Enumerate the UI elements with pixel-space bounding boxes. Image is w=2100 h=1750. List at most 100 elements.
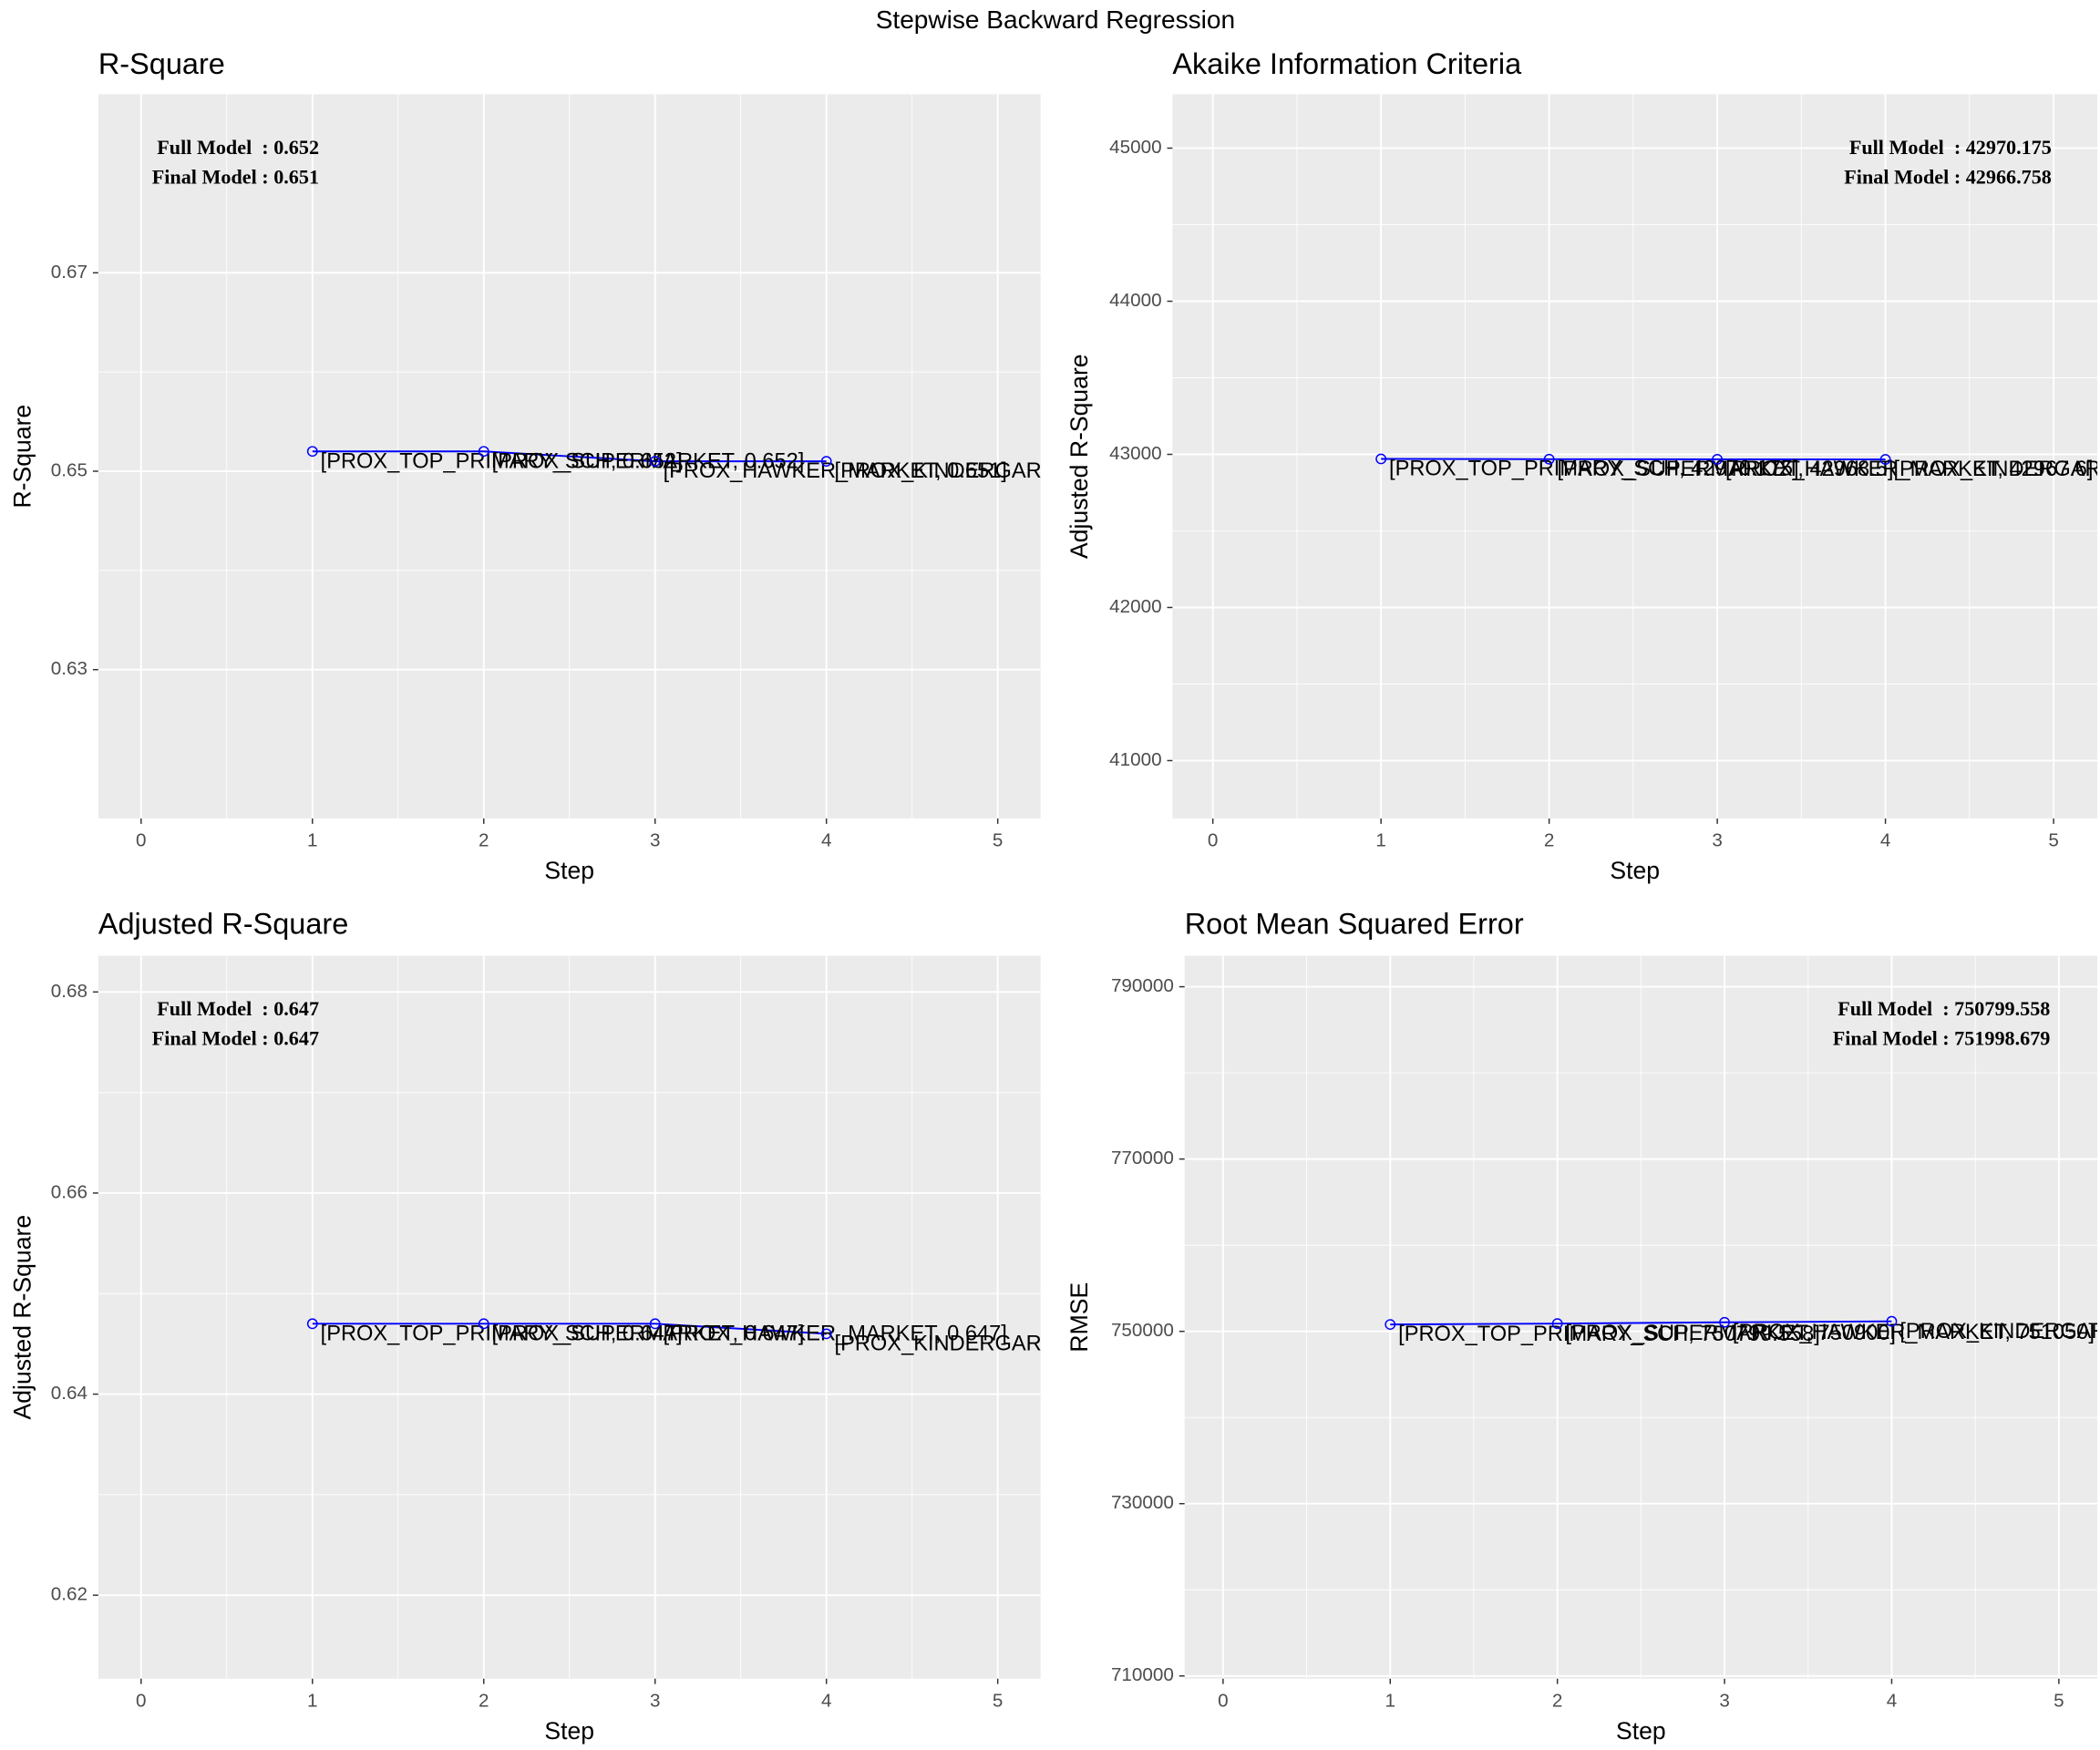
data-label: [PROX_KINDERGARTEN, 0.651] <box>835 459 1157 483</box>
x-axis-label: Step <box>1610 857 1660 884</box>
line <box>1390 1320 1892 1326</box>
annotation: Full Model : 42970.175 <box>1849 136 2052 159</box>
x-tick-label: 3 <box>1712 830 1723 851</box>
y-tick-label: 0.67 <box>51 262 88 283</box>
point <box>820 456 832 468</box>
x-axis-label: Step <box>544 1717 594 1745</box>
point <box>649 456 661 468</box>
y-tick-label: 0.66 <box>51 1181 88 1202</box>
point <box>1712 454 1724 465</box>
line <box>312 450 827 463</box>
line <box>1381 458 1886 461</box>
point <box>478 1318 489 1330</box>
point <box>1551 1318 1563 1330</box>
point <box>306 1318 318 1330</box>
x-tick-label: 1 <box>307 830 317 851</box>
x-tick-label: 2 <box>1544 830 1555 851</box>
y-axis-label: R-Square <box>9 405 36 509</box>
x-tick-label: 0 <box>136 1690 147 1711</box>
x-tick-label: 0 <box>1218 1690 1229 1711</box>
x-tick-label: 2 <box>1552 1690 1563 1711</box>
point <box>1543 453 1555 465</box>
data-label: [PROX_SUPERMARKET, 0.652] <box>492 449 805 473</box>
panel-title: Root Mean Squared Error <box>1185 908 1524 941</box>
x-tick-label: 1 <box>307 1690 317 1711</box>
panel-background <box>1172 94 2098 818</box>
panel-title: R-Square <box>98 47 225 80</box>
figure-title: Stepwise Backward Regression <box>876 5 1235 34</box>
x-tick-label: 4 <box>821 830 831 851</box>
y-tick-label: 0.68 <box>51 981 88 1002</box>
point <box>649 1318 661 1330</box>
annotation: Final Model : 0.647 <box>152 1027 319 1050</box>
line <box>312 1323 827 1335</box>
data-label: [PROX_SUPERMARKET, 750900] <box>1566 1322 1896 1345</box>
annotation: Final Model : 0.651 <box>152 166 319 189</box>
y-tick-label: 0.64 <box>51 1383 88 1404</box>
data-label: [PROX_TOP_PRIMARY_SCH, 750799.558] <box>1398 1323 1820 1346</box>
x-tick-label: 3 <box>650 1690 661 1711</box>
y-tick-label: 41000 <box>1109 749 1161 770</box>
y-axis-label: RMSE <box>1065 1282 1093 1353</box>
y-tick-label: 44000 <box>1109 290 1161 311</box>
x-tick-label: 0 <box>1208 830 1218 851</box>
annotation: Final Model : 751998.679 <box>1833 1027 2051 1050</box>
x-tick-label: 3 <box>1719 1690 1730 1711</box>
y-tick-label: 790000 <box>1111 975 1174 996</box>
y-tick-label: 0.63 <box>51 658 88 679</box>
point <box>1375 453 1387 465</box>
data-label: [PROX_KINDERGARTEN, 751161] <box>1899 1320 2100 1343</box>
point <box>478 446 489 458</box>
x-tick-label: 4 <box>1887 1690 1898 1711</box>
annotation: Full Model : 0.652 <box>157 136 319 159</box>
x-tick-label: 0 <box>136 830 147 851</box>
x-tick-label: 1 <box>1385 1690 1396 1711</box>
annotation: Final Model : 42966.758 <box>1844 166 2052 189</box>
y-tick-label: 710000 <box>1111 1664 1174 1685</box>
data-label: [PROX_HAWKER_MARKET, 0.651] <box>664 459 1007 483</box>
x-tick-label: 4 <box>821 1690 831 1711</box>
y-tick-label: 0.65 <box>51 459 88 480</box>
y-tick-label: 750000 <box>1111 1320 1174 1341</box>
y-tick-label: 730000 <box>1111 1492 1174 1513</box>
y-tick-label: 43000 <box>1109 443 1161 464</box>
y-tick-label: 42000 <box>1109 596 1161 617</box>
x-tick-label: 5 <box>993 1690 1004 1711</box>
data-label: [PROX_TOP_PRIMARY_SCH, 0.647] <box>321 1322 683 1345</box>
data-label: [PROX_HAWKER_MARKET, 0.647] <box>664 1322 1007 1345</box>
data-label: [PROX_KINDERGARTEN, 0.646] <box>835 1332 1157 1355</box>
y-tick-label: 45000 <box>1109 137 1161 158</box>
point <box>1385 1319 1396 1331</box>
x-axis-label: Step <box>1616 1717 1666 1745</box>
point <box>1879 454 1891 465</box>
x-tick-label: 4 <box>1880 830 1891 851</box>
annotation: Full Model : 750799.558 <box>1838 997 2050 1020</box>
panel-title: Akaike Information Criteria <box>1172 47 1522 80</box>
plot-area: [PROX_TOP_PRIMARY_SCH, 750799.558][PROX_… <box>1385 1315 2100 1346</box>
x-tick-label: 5 <box>2048 830 2059 851</box>
point <box>820 1328 832 1340</box>
x-axis-label: Step <box>544 857 594 884</box>
x-tick-label: 2 <box>479 830 489 851</box>
x-tick-label: 2 <box>479 1690 489 1711</box>
x-tick-label: 5 <box>993 830 1004 851</box>
panel-title: Adjusted R-Square <box>98 908 348 941</box>
data-label: [PROX_SUPERMARKET, 0.647] <box>492 1322 805 1345</box>
plot-area: [PROX_TOP_PRIMARY_SCH, 0.652][PROX_SUPER… <box>306 446 1157 483</box>
y-axis-label: Adjusted R-Square <box>9 1215 36 1420</box>
point <box>1886 1315 1898 1327</box>
point <box>1719 1316 1730 1328</box>
plot-area: [PROX_TOP_PRIMARY_SCH, 42970.175][PROX_S… <box>1375 453 2100 481</box>
data-label: [PROX_HAWKER_MARKET, 42967.6] <box>1725 458 2094 481</box>
data-label: [PROX_SUPERMARKET, 42968.5] <box>1557 458 1893 481</box>
data-label: [PROX_KINDERGARTEN, 42966.758] <box>1893 458 2100 481</box>
plot-area: [PROX_TOP_PRIMARY_SCH, 0.647][PROX_SUPER… <box>306 1318 1157 1355</box>
x-tick-label: 5 <box>2054 1690 2064 1711</box>
x-tick-label: 1 <box>1375 830 1386 851</box>
x-tick-label: 3 <box>650 830 661 851</box>
data-label: [PROX_TOP_PRIMARY_SCH, 42970.175] <box>1389 458 1799 481</box>
data-label: [PROX_TOP_PRIMARY_SCH, 0.652] <box>321 449 683 473</box>
data-label: [PROX_HAWKER_MARKET, 751050] <box>1733 1321 2095 1344</box>
annotation: Full Model : 0.647 <box>157 997 319 1020</box>
